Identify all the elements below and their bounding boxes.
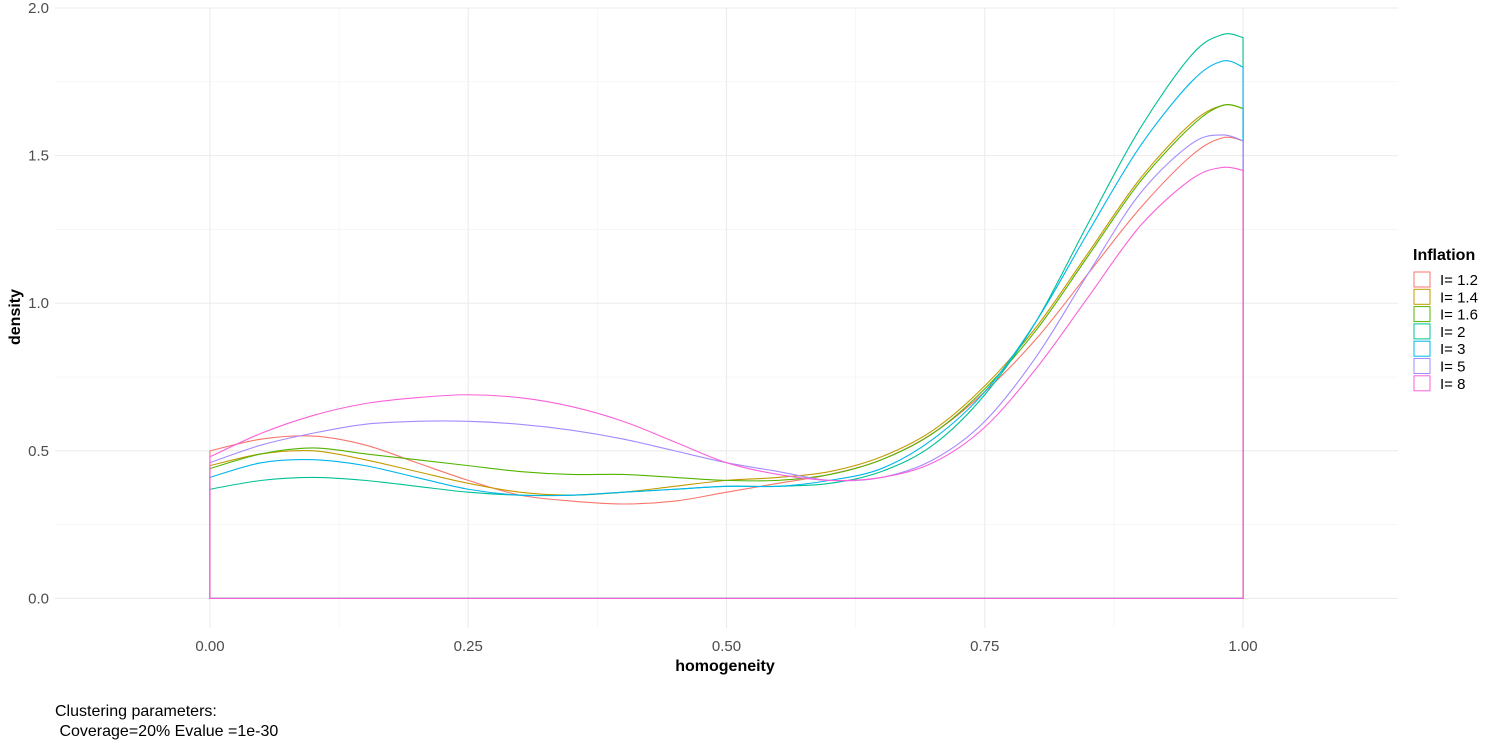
x-tick-label: 0.00 <box>195 638 224 655</box>
caption: Clustering parameters: Coverage=20% Eval… <box>55 702 278 742</box>
legend-label: I= 3 <box>1440 341 1465 358</box>
y-axis-title: density <box>7 289 24 345</box>
legend-label: I= 1.4 <box>1440 289 1478 306</box>
legend-key <box>1413 375 1431 392</box>
legend-label: I= 1.2 <box>1440 272 1478 289</box>
caption-line-1: Clustering parameters: <box>55 703 217 720</box>
x-axis-title: homogeneity <box>675 658 775 675</box>
series-lines <box>209 33 1244 600</box>
legend-label: I= 1.6 <box>1440 307 1478 324</box>
y-tick-label: 0.0 <box>28 590 49 607</box>
y-tick-label: 0.5 <box>28 443 49 460</box>
legend-label: I= 5 <box>1440 359 1465 376</box>
x-tick-label: 1.00 <box>1228 638 1257 655</box>
y-tick-label: 1.0 <box>28 295 49 312</box>
y-tick-label: 2.0 <box>28 0 49 17</box>
series-line <box>209 104 1244 600</box>
legend-label: I= 8 <box>1440 376 1465 393</box>
y-tick-label: 1.5 <box>28 148 49 165</box>
series-line <box>209 136 1244 600</box>
y-axis-ticks: 0.0 0.5 1.0 1.5 2.0 <box>28 0 49 607</box>
x-tick-label: 0.50 <box>712 638 741 655</box>
x-axis-ticks: 0.00 0.25 0.50 0.75 1.00 <box>195 638 1257 655</box>
x-tick-label: 0.25 <box>454 638 483 655</box>
grid-lines <box>55 7 1398 628</box>
series-line <box>209 104 1244 600</box>
x-tick-label: 0.75 <box>970 638 999 655</box>
legend-key <box>1413 271 1431 288</box>
legend-key <box>1413 306 1431 323</box>
legend-key <box>1413 340 1431 357</box>
legend-key <box>1413 288 1431 305</box>
caption-line-2: Coverage=20% Evalue =1e-30 <box>55 723 279 740</box>
legend-key <box>1413 323 1431 340</box>
series-line <box>209 134 1244 600</box>
series-line <box>209 166 1244 600</box>
legend-title: Inflation <box>1413 247 1475 264</box>
legend: Inflation I= 1.2I= 1.4I= 1.6I= 2I= 3I= 5… <box>1413 247 1478 393</box>
legend-key <box>1413 358 1431 374</box>
legend-label: I= 2 <box>1440 324 1465 341</box>
density-chart: 0.00 0.25 0.50 0.75 1.00 0.0 0.5 1.0 1.5 2.0 hom… <box>7 0 1478 675</box>
series-line <box>209 60 1244 600</box>
